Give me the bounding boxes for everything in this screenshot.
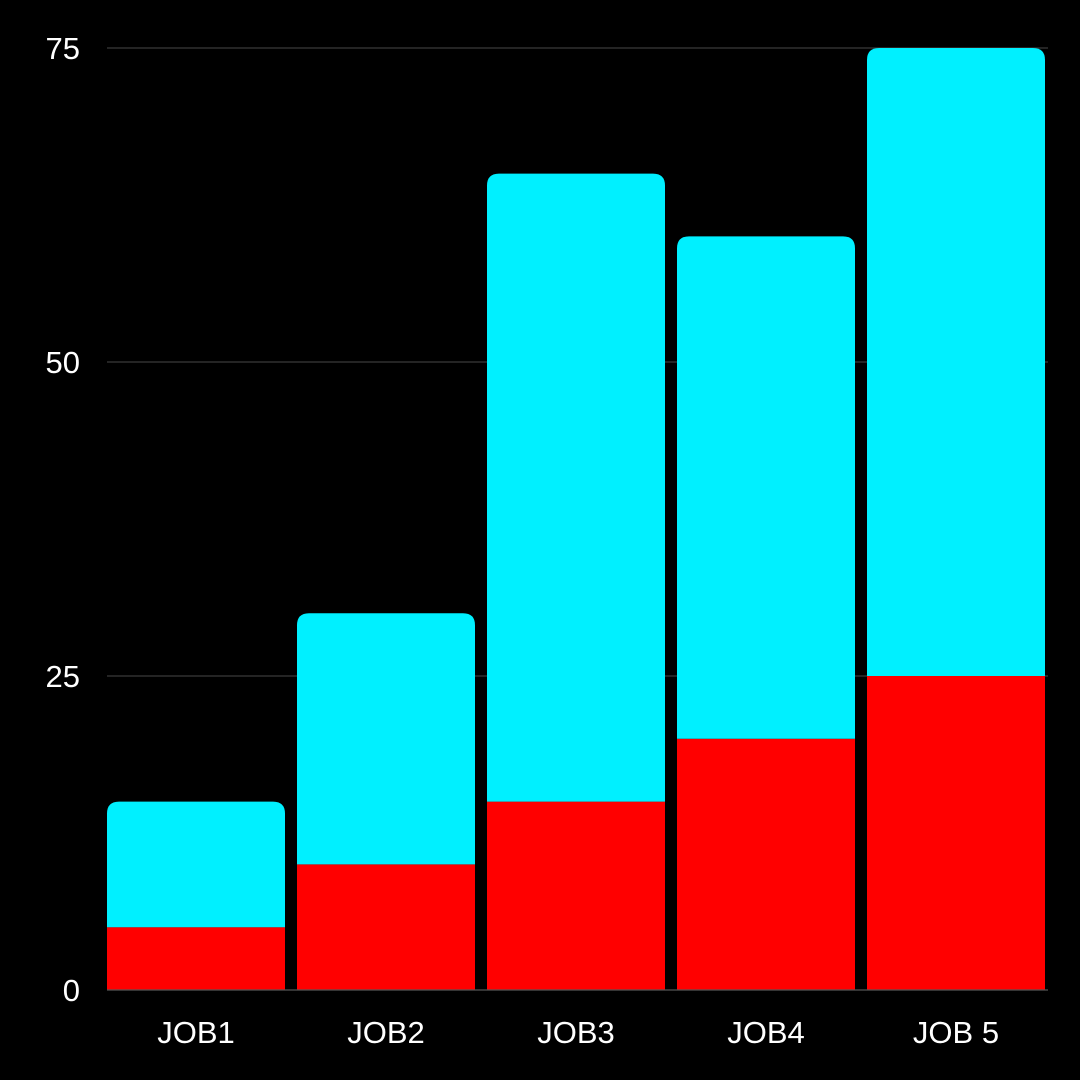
bar-job1-segment-1 bbox=[107, 927, 285, 990]
x-category-label: JOB4 bbox=[727, 1015, 805, 1050]
bar-job2-segment-2 bbox=[297, 613, 475, 865]
y-tick-label: 75 bbox=[46, 31, 80, 66]
bar-job5-segment-2 bbox=[867, 48, 1045, 676]
y-axis-tick-labels: 0 25 50 75 bbox=[46, 31, 80, 1008]
bar-job5-segment-1 bbox=[867, 676, 1045, 990]
x-axis-category-labels: JOB1 JOB2 JOB3 JOB4 JOB 5 bbox=[157, 1015, 999, 1050]
bar-job4-segment-1 bbox=[677, 738, 855, 990]
y-tick-label: 0 bbox=[63, 973, 80, 1008]
bar-job3-segment-2 bbox=[487, 173, 665, 802]
bar-job2-segment-1 bbox=[297, 864, 475, 990]
y-tick-label: 25 bbox=[46, 659, 80, 694]
bars bbox=[107, 48, 1045, 990]
x-category-label: JOB3 bbox=[537, 1015, 615, 1050]
x-category-label: JOB2 bbox=[347, 1015, 425, 1050]
bar-job1-segment-2 bbox=[107, 801, 285, 928]
y-tick-label: 50 bbox=[46, 345, 80, 380]
x-category-label: JOB 5 bbox=[913, 1015, 999, 1050]
bar-job3-segment-1 bbox=[487, 801, 665, 990]
x-category-label: JOB1 bbox=[157, 1015, 235, 1050]
bar-job4-segment-2 bbox=[677, 236, 855, 739]
